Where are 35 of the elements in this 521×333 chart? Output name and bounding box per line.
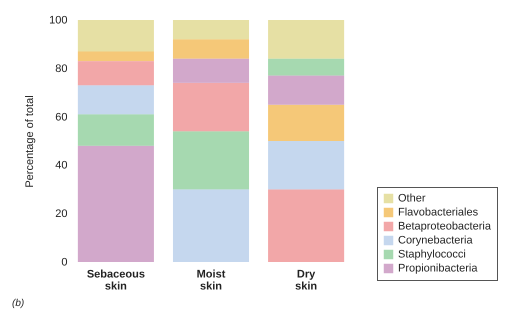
legend-label: Betaproteobacteria <box>398 220 492 232</box>
legend-label: Other <box>398 192 426 204</box>
bar <box>172 82 250 132</box>
legend-label: Corynebacteria <box>398 234 474 246</box>
y-tick-label: 40 <box>55 160 68 172</box>
bar <box>268 20 344 59</box>
x-tick-label: Moist skin <box>196 268 226 292</box>
bar <box>268 104 344 141</box>
bar <box>172 189 250 262</box>
y-tick-label: 0 <box>61 256 68 268</box>
bar <box>78 146 154 262</box>
legend-label: Staphylococci <box>398 248 466 260</box>
bar <box>268 76 344 105</box>
bar <box>78 114 154 146</box>
bar <box>268 189 344 262</box>
y-tick-label: 100 <box>49 14 68 26</box>
legend-label: Flavobacteriales <box>398 206 479 218</box>
x-tick-label: Sebaceous skin <box>86 268 145 292</box>
y-tick-label: 60 <box>55 111 68 124</box>
bar <box>172 58 250 83</box>
text: (b) <box>12 298 24 309</box>
bar <box>78 51 154 62</box>
legend-label: Propionibacteria <box>398 262 478 274</box>
bar <box>172 39 250 59</box>
y-tick-label: 80 <box>55 62 68 75</box>
bar <box>268 141 344 190</box>
bar <box>78 20 154 52</box>
bar <box>268 58 344 76</box>
bar <box>172 20 250 40</box>
y-axis-title: Percentage of total <box>24 95 36 188</box>
bar <box>78 85 154 114</box>
bar <box>172 131 250 190</box>
y-tick-label: 20 <box>55 208 68 220</box>
x-tick-label: Dry skin <box>295 268 318 292</box>
bar <box>78 61 154 86</box>
